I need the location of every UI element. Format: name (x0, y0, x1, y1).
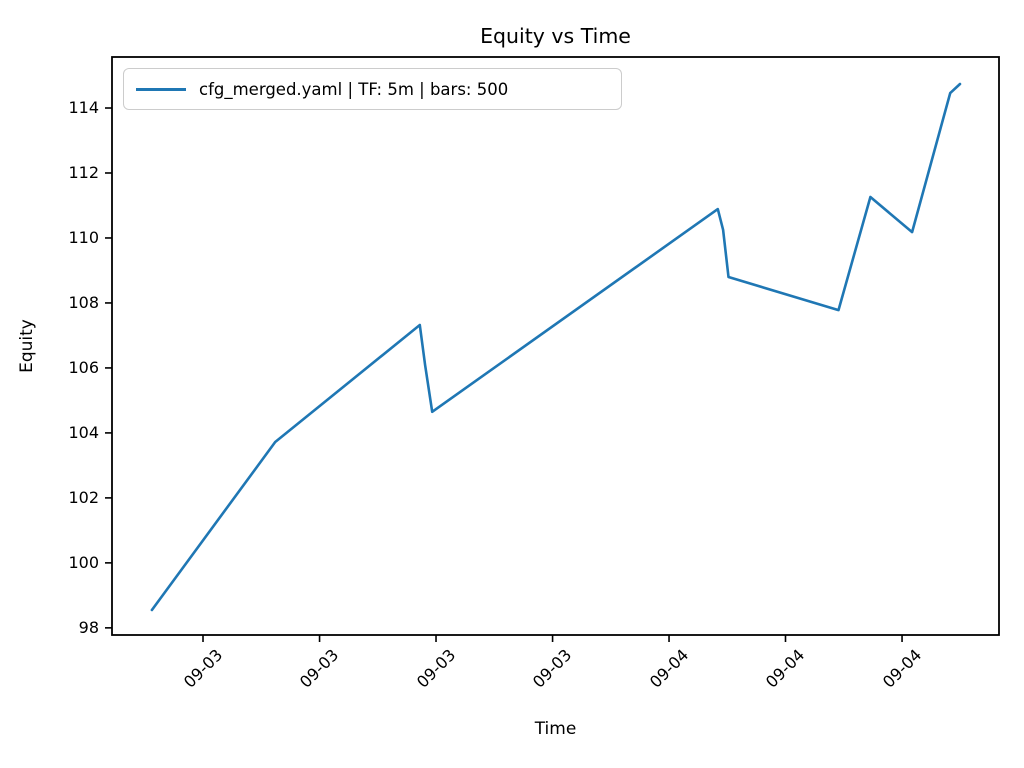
tick-marks (105, 107, 903, 642)
y-tick-label: 104 (68, 422, 99, 442)
y-tick-label: 106 (68, 357, 99, 377)
legend-label: cfg_merged.yaml | TF: 5m | bars: 500 (199, 79, 509, 99)
y-tick-label: 98 (78, 617, 99, 637)
y-axis-label: Equity (17, 319, 37, 373)
y-tick-label: 108 (68, 292, 99, 312)
y-tick-label: 112 (68, 162, 99, 182)
x-axis-label: Time (534, 719, 577, 739)
plot-frame (111, 56, 1000, 636)
chart-title: Equity vs Time (480, 24, 631, 48)
equity-line (150, 82, 962, 612)
y-tick-label: 100 (68, 552, 99, 572)
legend-line-sample-icon (136, 87, 186, 91)
y-tick-label: 102 (68, 487, 99, 507)
y-tick-label: 114 (68, 98, 99, 117)
legend: cfg_merged.yaml | TF: 5m | bars: 500 (123, 68, 622, 110)
y-tick-label: 110 (68, 227, 99, 247)
